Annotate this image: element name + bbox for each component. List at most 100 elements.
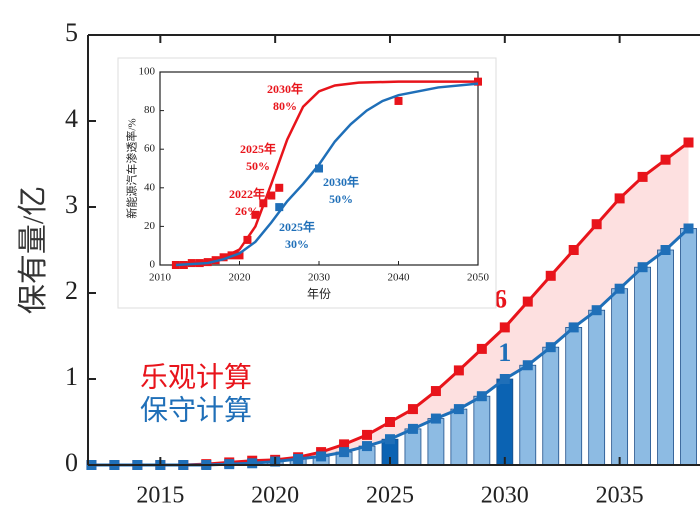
marker bbox=[614, 193, 625, 204]
marker bbox=[235, 251, 244, 260]
marker bbox=[275, 183, 284, 192]
x-tick-label: 2020 bbox=[229, 272, 252, 284]
marker bbox=[453, 404, 464, 415]
bar bbox=[588, 309, 606, 466]
y-tick-label: 2 bbox=[65, 276, 78, 305]
marker bbox=[316, 451, 327, 462]
bar bbox=[473, 395, 491, 466]
bar bbox=[542, 346, 560, 466]
marker bbox=[407, 423, 418, 434]
x-tick-label: 2040 bbox=[388, 272, 411, 284]
marker bbox=[275, 203, 284, 212]
y-tick-label: 60 bbox=[144, 143, 156, 155]
bar bbox=[634, 266, 651, 466]
marker bbox=[568, 245, 579, 255]
marker bbox=[430, 413, 441, 424]
x-tick-label: 2025 bbox=[366, 483, 414, 509]
annotation: 2025年 bbox=[279, 219, 315, 234]
marker bbox=[384, 434, 395, 445]
marker bbox=[430, 386, 441, 397]
marker bbox=[660, 154, 671, 165]
bar bbox=[496, 378, 514, 466]
annotation: 2030年 bbox=[267, 81, 303, 96]
y-tick-label: 3 bbox=[65, 190, 78, 219]
bar bbox=[565, 326, 583, 466]
y-tick-label: 40 bbox=[144, 181, 156, 193]
curve bbox=[175, 82, 479, 267]
y-tick-label: 100 bbox=[139, 66, 156, 78]
x-tick-label: 2030 bbox=[308, 272, 331, 284]
marker bbox=[267, 191, 276, 200]
marker bbox=[637, 171, 648, 182]
annotation: 30% bbox=[285, 237, 309, 251]
marker bbox=[259, 199, 268, 208]
y-axis-label: 保有量/亿 bbox=[17, 186, 50, 314]
marker bbox=[499, 322, 510, 333]
annotation: 2022年 bbox=[229, 186, 265, 201]
marker bbox=[243, 235, 252, 244]
bar bbox=[450, 408, 468, 466]
marker bbox=[476, 343, 487, 354]
annotation: 2025年 bbox=[240, 141, 276, 156]
bar bbox=[657, 249, 674, 466]
marker bbox=[499, 374, 510, 384]
marker bbox=[247, 458, 258, 469]
marker bbox=[683, 137, 694, 148]
marker bbox=[545, 342, 556, 353]
y-tick-label: 80 bbox=[144, 104, 156, 116]
marker bbox=[568, 322, 579, 333]
inset-bg bbox=[117, 57, 497, 309]
marker bbox=[545, 270, 556, 281]
marker bbox=[407, 404, 418, 415]
annotation: 80% bbox=[273, 99, 297, 113]
marker bbox=[339, 447, 350, 458]
legend-label: 保守计算 bbox=[140, 394, 252, 426]
marker bbox=[362, 429, 373, 440]
x-tick-label: 2015 bbox=[136, 483, 184, 509]
marker bbox=[591, 219, 602, 230]
band bbox=[91, 142, 689, 465]
bar bbox=[427, 418, 445, 466]
marker bbox=[315, 164, 323, 173]
value-label: 1 bbox=[498, 338, 511, 367]
marker bbox=[219, 253, 228, 262]
marker bbox=[293, 453, 304, 464]
y-tick-label: 5 bbox=[65, 18, 78, 47]
bar bbox=[404, 428, 422, 466]
marker bbox=[637, 262, 648, 273]
marker bbox=[394, 96, 403, 105]
bar bbox=[611, 288, 629, 466]
marker bbox=[251, 210, 260, 219]
y-tick-label: 20 bbox=[144, 220, 156, 232]
marker bbox=[522, 360, 533, 371]
x-axis-label: 年份 bbox=[307, 287, 331, 301]
annotation: 26% bbox=[235, 204, 259, 218]
annotation: 2030年 bbox=[323, 174, 359, 189]
y-axis-label: 新能源汽车渗透率/% bbox=[125, 118, 139, 218]
annotation: 50% bbox=[246, 159, 270, 173]
marker bbox=[362, 441, 373, 452]
x-tick-label: 2035 bbox=[596, 483, 644, 509]
marker bbox=[476, 391, 487, 402]
y-tick-label: 0 bbox=[150, 259, 156, 271]
y-tick-label: 1 bbox=[65, 362, 78, 391]
bar bbox=[519, 364, 537, 466]
x-tick-label: 2020 bbox=[251, 483, 299, 509]
x-tick-label: 2030 bbox=[481, 483, 529, 509]
annotation: 50% bbox=[329, 192, 353, 206]
bar bbox=[680, 228, 697, 466]
marker bbox=[474, 77, 482, 86]
marker bbox=[683, 223, 694, 234]
marker bbox=[660, 245, 671, 255]
marker bbox=[453, 365, 464, 376]
marker bbox=[591, 305, 602, 316]
marker bbox=[339, 439, 350, 450]
x-tick-label: 2050 bbox=[467, 272, 490, 284]
x-tick-label: 2010 bbox=[149, 272, 172, 284]
marker bbox=[384, 417, 395, 427]
marker bbox=[614, 283, 625, 294]
marker bbox=[522, 296, 533, 307]
y-tick-label: 0 bbox=[65, 448, 78, 477]
legend-label: 乐观计算 bbox=[140, 361, 252, 393]
